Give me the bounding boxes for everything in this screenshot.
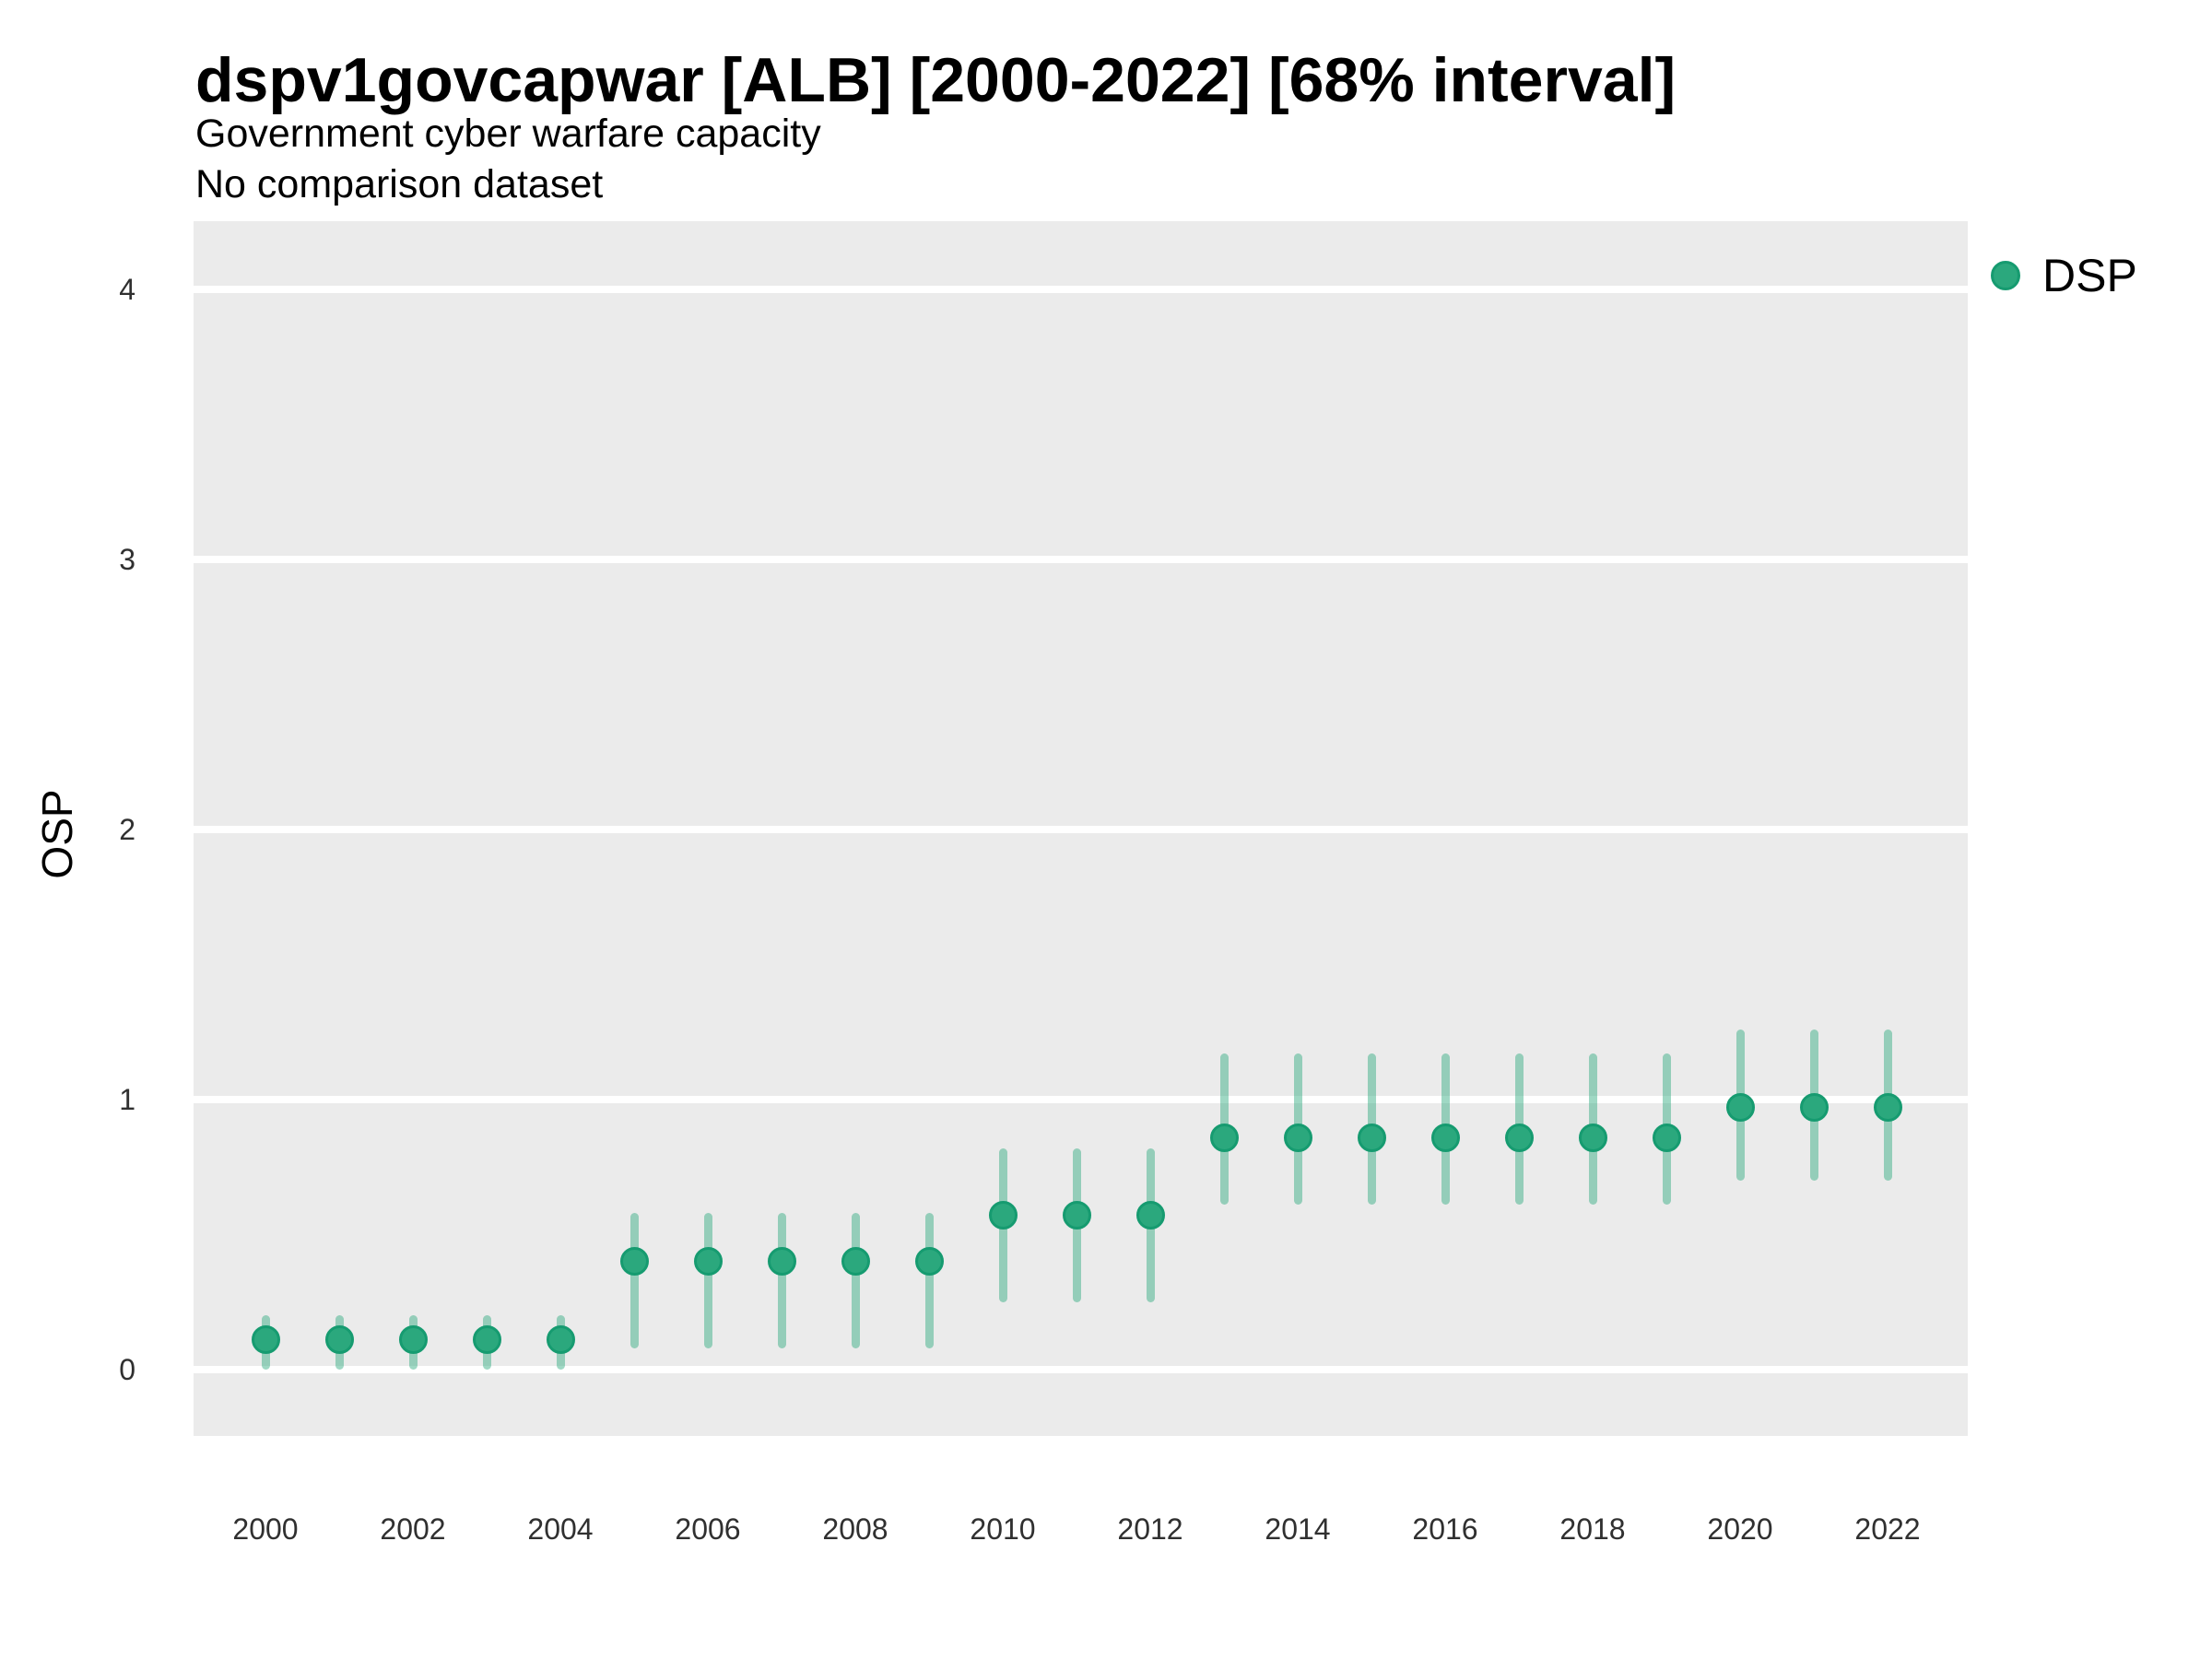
chart-subtitle: Government cyber warfare capacity [195, 112, 821, 156]
data-point-2007 [767, 1247, 796, 1277]
interval-bar-2006 [703, 1213, 712, 1348]
data-point-2003 [472, 1325, 501, 1355]
x-tick-label-2006: 2006 [675, 1512, 741, 1546]
data-point-2017 [1504, 1123, 1534, 1152]
data-point-2022 [1873, 1093, 1902, 1123]
x-tick-label-2010: 2010 [970, 1512, 1036, 1546]
chart-note: No comparison dataset [195, 162, 604, 206]
interval-bar-2009 [924, 1213, 934, 1348]
y-tick-label-4: 4 [119, 273, 135, 306]
x-tick-label-2008: 2008 [822, 1512, 888, 1546]
interval-bar-2007 [777, 1213, 786, 1348]
interval-bar-2005 [629, 1213, 639, 1348]
legend-label-dsp: DSP [2042, 250, 2137, 301]
data-point-2009 [914, 1247, 944, 1277]
y-tick-label-2: 2 [119, 813, 135, 846]
data-point-2010 [988, 1201, 1018, 1230]
x-tick-label-2014: 2014 [1265, 1512, 1331, 1546]
gridline-y-2 [194, 826, 1968, 833]
gridline-y-3 [194, 556, 1968, 563]
gridline-y-4 [194, 286, 1968, 293]
x-tick-label-2018: 2018 [1559, 1512, 1626, 1546]
data-point-2005 [619, 1247, 649, 1277]
data-point-2021 [1799, 1093, 1829, 1123]
x-tick-label-2000: 2000 [232, 1512, 299, 1546]
y-tick-label-0: 0 [119, 1353, 135, 1386]
data-point-2000 [251, 1325, 280, 1355]
y-tick-label-1: 1 [119, 1083, 135, 1116]
x-tick-label-2002: 2002 [380, 1512, 446, 1546]
y-tick-label-3: 3 [119, 543, 135, 576]
interval-bar-2008 [851, 1213, 860, 1348]
data-point-2019 [1652, 1123, 1681, 1152]
gridline-y-1 [194, 1096, 1968, 1103]
x-tick-label-2004: 2004 [527, 1512, 594, 1546]
data-point-2011 [1062, 1201, 1091, 1230]
data-point-2002 [398, 1325, 428, 1355]
data-point-2015 [1357, 1123, 1386, 1152]
x-tick-label-2022: 2022 [1854, 1512, 1921, 1546]
plot-panel [194, 221, 1968, 1436]
chart-title: dspv1govcapwar [ALB] [2000-2022] [68% in… [195, 45, 1677, 115]
x-tick-label-2016: 2016 [1412, 1512, 1478, 1546]
data-point-2008 [841, 1247, 870, 1277]
x-tick-label-2012: 2012 [1117, 1512, 1183, 1546]
data-point-2004 [546, 1325, 575, 1355]
data-point-2013 [1209, 1123, 1239, 1152]
gridline-y-0 [194, 1366, 1968, 1373]
data-point-2020 [1725, 1093, 1755, 1123]
data-point-2001 [324, 1325, 354, 1355]
x-tick-label-2020: 2020 [1707, 1512, 1773, 1546]
legend: DSP [1991, 249, 2137, 302]
data-point-2014 [1283, 1123, 1312, 1152]
data-point-2016 [1430, 1123, 1460, 1152]
data-point-2006 [693, 1247, 723, 1277]
data-point-2012 [1135, 1201, 1165, 1230]
legend-dot-dsp [1991, 261, 2020, 290]
data-point-2018 [1578, 1123, 1607, 1152]
